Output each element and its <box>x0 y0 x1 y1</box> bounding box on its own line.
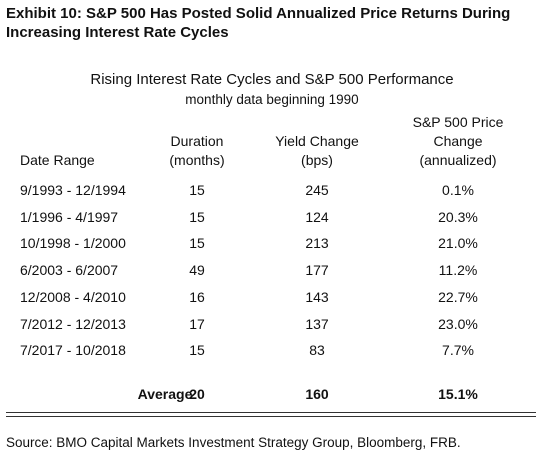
table-cell: 22.7% <box>438 288 478 305</box>
rule <box>6 416 536 417</box>
table-cell: 7/2017 - 10/2018 <box>20 342 126 359</box>
column-header: Change <box>433 133 483 149</box>
average-cell: 15.1% <box>438 386 478 402</box>
exhibit-title: Increasing Interest Rate Cycles <box>6 24 229 41</box>
table-title: Rising Interest Rate Cycles and S&P 500 … <box>90 71 454 88</box>
column-header: Date Range <box>20 152 95 168</box>
table-cell: 21.0% <box>438 235 478 252</box>
table-cell: 17 <box>189 315 205 332</box>
exhibit-title: Exhibit 10: S&P 500 Has Posted Solid Ann… <box>6 5 511 22</box>
table-cell: 213 <box>305 235 329 252</box>
table-subtitle: monthly data beginning 1990 <box>185 92 359 107</box>
table-cell: 0.1% <box>442 182 474 198</box>
rule <box>6 412 536 413</box>
table-cell: 124 <box>305 208 329 225</box>
table-cell: 1/1996 - 4/1997 <box>20 208 119 225</box>
average-cell: 160 <box>305 386 329 402</box>
table-cell: 16 <box>189 288 205 305</box>
table-cell: 20.3% <box>438 208 478 225</box>
average-cell: 20 <box>189 386 205 402</box>
table-cell: 7.7% <box>442 342 474 359</box>
column-header: Duration <box>170 133 224 149</box>
table-cell: 15 <box>189 342 205 359</box>
column-header: Yield Change <box>275 133 359 149</box>
table-cell: 137 <box>305 315 329 332</box>
column-header: (annualized) <box>419 152 497 168</box>
average-cell: Average <box>137 386 193 402</box>
table-cell: 7/2012 - 12/2013 <box>20 315 126 332</box>
column-header: S&P 500 Price <box>412 114 504 130</box>
table-cell: 83 <box>309 342 325 359</box>
table-cell: 49 <box>189 262 205 279</box>
table-cell: 12/2008 - 4/2010 <box>20 288 126 305</box>
table-cell: 9/1993 - 12/1994 <box>20 182 126 198</box>
column-header: (months) <box>169 152 225 168</box>
source: Source: BMO Capital Markets Investment S… <box>6 435 461 450</box>
table-cell: 15 <box>189 208 205 225</box>
table-cell: 143 <box>305 288 329 305</box>
table-cell: 23.0% <box>438 315 478 332</box>
table-cell: 11.2% <box>438 262 478 279</box>
table-cell: 245 <box>305 182 329 198</box>
column-header: (bps) <box>301 152 333 168</box>
table-cell: 6/2003 - 6/2007 <box>20 262 119 279</box>
table-cell: 15 <box>189 235 205 252</box>
table-cell: 10/1998 - 1/2000 <box>20 235 126 252</box>
table-cell: 15 <box>189 182 205 198</box>
table-cell: 177 <box>305 262 329 279</box>
